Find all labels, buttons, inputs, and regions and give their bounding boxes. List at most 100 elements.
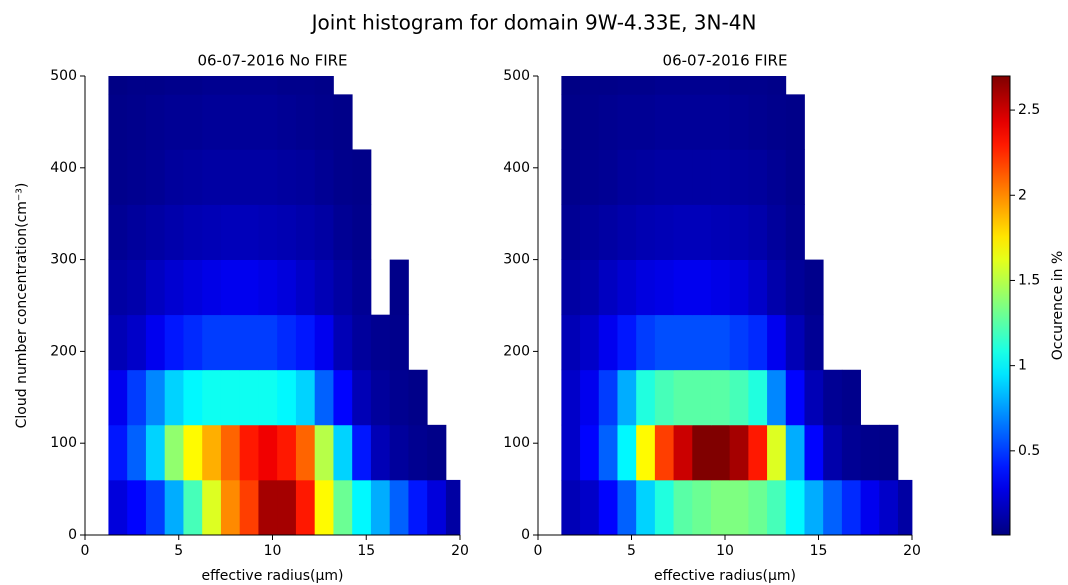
heatmap-cell [729,314,749,371]
heatmap-cell [729,424,749,481]
heatmap-cell [127,259,147,316]
x-tick-label: 5 [627,543,636,559]
heatmap-cell [580,94,600,150]
heatmap-cell [314,76,334,95]
heatmap-cell [729,76,749,95]
x-tick-label: 15 [357,543,375,559]
heatmap-cell [617,76,637,95]
heatmap-cell [692,94,712,150]
heatmap-cell [748,424,768,481]
x-tick-label: 10 [264,543,282,559]
heatmap-cell [580,314,600,371]
heatmap-cell [636,369,656,426]
heatmap-cell [239,424,259,481]
heatmap-cell [258,149,278,205]
heatmap-cell [277,149,297,205]
heatmap-cell [710,149,731,205]
heatmap-cell [164,314,184,371]
heatmap-cell [145,424,166,481]
heatmap-cell [729,259,749,316]
heatmap-cell [277,369,297,426]
heatmap-cell [314,424,334,481]
heatmap-cell [673,94,693,150]
heatmap-cell [145,149,166,205]
heatmap-cell [710,369,731,426]
heatmap-cell [220,479,241,536]
heatmap-cell [785,204,805,260]
y-tick-label: 0 [68,527,77,543]
heatmap-cell [580,204,600,260]
heatmap-cell [748,76,768,95]
x-tick-label: 15 [810,543,828,559]
heatmap-cell [239,94,259,150]
heatmap-cell [785,94,805,150]
y-tick-label: 500 [503,68,530,84]
heatmap-cell [561,424,581,481]
heatmap-cell [804,424,824,481]
heatmap-cell [748,259,768,316]
heatmap-cell [352,479,372,536]
x-axis-label: effective radius(μm) [201,568,343,584]
heatmap-cell [183,369,203,426]
heatmap-cell [295,369,316,426]
colorbar-tick-label: 1.5 [1018,272,1040,288]
heatmap-cell [710,204,731,260]
heatmap-cell [202,149,222,205]
heatmap-cell [561,479,581,536]
heatmap-cell [673,369,693,426]
heatmap-cell [748,314,768,371]
y-tick-label: 100 [50,435,77,451]
heatmap-cell [202,259,222,316]
heatmap-cell [239,204,259,260]
heatmap-cell [804,314,824,371]
heatmap-cell [220,424,241,481]
heatmap-cell [333,94,353,150]
heatmap-cell [295,479,316,536]
y-tick-label: 300 [503,252,530,268]
heatmap-cell [580,149,600,205]
heatmap-cell [352,424,372,481]
colorbar-label: Occurence in % [1050,251,1066,361]
heatmap-cell [183,259,203,316]
heatmap-cell [427,424,447,481]
heatmap-cell [804,369,824,426]
heatmap-cell [785,479,805,536]
colorbar-tick-label: 1 [1018,358,1027,374]
heatmap-cell [127,204,147,260]
heatmap-cell [598,149,618,205]
heatmap-cell [636,76,656,95]
heatmap-cell [408,479,428,536]
colorbar [991,75,1011,536]
heatmap-cell [673,479,693,536]
heatmap-cell [202,314,222,371]
heatmap-cell [823,424,843,481]
heatmap-cell [561,149,581,205]
heatmap-cell [108,94,128,150]
heatmap-cell [598,314,618,371]
heatmap-cell [673,149,693,205]
heatmap-cell [239,259,259,316]
heatmap-cell [220,94,241,150]
heatmap-cell [220,314,241,371]
heatmap-cell [108,259,128,316]
heatmap-cell [277,76,297,95]
heatmap-cell [145,479,166,536]
heatmap-cell [239,149,259,205]
heatmap-cell [295,259,316,316]
heatmap-cell [710,314,731,371]
heatmap-cell [785,314,805,371]
heatmap-cell [561,314,581,371]
heatmap-cell [127,369,147,426]
heatmap-cell [841,424,861,481]
heatmap-cell [108,314,128,371]
heatmap-cell [202,424,222,481]
heatmap-cell [767,149,787,205]
heatmap-cell [389,369,409,426]
heatmap-cell [636,479,656,536]
heatmap-cell [333,204,353,260]
heatmap-cell [748,94,768,150]
heatmap-cell [427,479,447,536]
heatmap-cell [389,424,409,481]
y-tick-label: 400 [503,160,530,176]
heatmap-cell [598,76,618,95]
